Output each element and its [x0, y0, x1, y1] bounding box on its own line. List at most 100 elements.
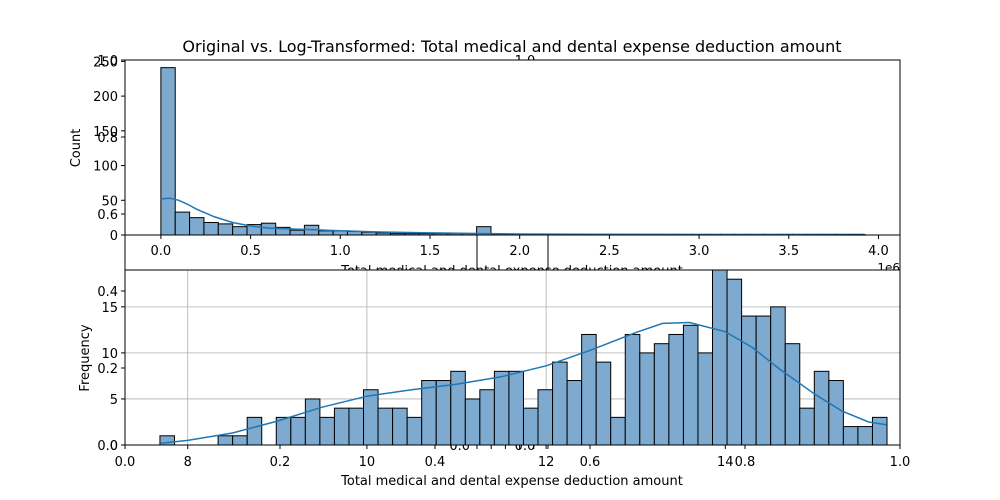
- original-x-tick-label: 1.0: [330, 244, 351, 259]
- background-x-tick-label: 1.0: [890, 455, 911, 470]
- log-histogram-bar: [770, 306, 786, 446]
- log-y-axis-label: Frequency: [78, 324, 93, 391]
- log-x-tick-label: 12: [538, 455, 555, 470]
- original-x-tick-label: 3.5: [778, 244, 799, 259]
- log-histogram-bar: [232, 435, 248, 446]
- log-histogram-bar: [377, 407, 394, 446]
- log-histogram-bar: [566, 380, 583, 446]
- original-histogram-bar: [232, 226, 248, 236]
- log-histogram-bar: [537, 389, 554, 446]
- log-y-tick-label: 5: [110, 393, 118, 408]
- original-y-ticks: 0 50 100 150 200 250: [93, 55, 125, 244]
- background-y-tick-label: 0.4: [97, 285, 118, 300]
- log-x-ticks: 8 10 12 14: [184, 445, 734, 470]
- log-histogram-bar: [755, 315, 772, 446]
- figure-title: Original vs. Log-Transformed: Total medi…: [182, 37, 841, 56]
- log-y-ticks: 0 5 10 15: [101, 301, 125, 454]
- original-histogram-bar: [260, 222, 277, 236]
- background-x-tick-label: 0.8: [735, 455, 756, 470]
- log-histogram-bar: [406, 416, 423, 446]
- background-x-tick-label: 0.4: [425, 455, 446, 470]
- log-histogram-bar: [741, 315, 757, 446]
- log-histogram-bar: [784, 343, 801, 446]
- log-histogram-bar: [682, 324, 699, 446]
- log-histogram-bar: [464, 398, 481, 446]
- original-y-tick-label: 150: [93, 125, 118, 140]
- original-histogram-bar: [217, 223, 234, 236]
- log-x-tick-label: 8: [184, 455, 192, 470]
- log-kde-line: [160, 321, 887, 444]
- original-x-tick-label: 2.0: [509, 244, 530, 259]
- log-histogram-bar: [552, 361, 568, 446]
- original-histogram-bar: [318, 230, 334, 236]
- log-histogram-bar: [624, 333, 641, 446]
- log-histogram-bar: [871, 416, 888, 446]
- original-x-tick-label: 3.0: [689, 244, 710, 259]
- log-histogram-bar: [363, 389, 379, 446]
- background-y-tick-label: 0.8: [97, 131, 118, 146]
- log-histogram-bar: [508, 370, 524, 446]
- original-y-tick-label: 200: [93, 90, 118, 105]
- original-histogram-bar: [160, 67, 176, 236]
- original-histogram-bar: [203, 222, 219, 236]
- log-histogram-panel: 8 10 12 14 0 5 10 15 Frequency Total medical a…: [78, 269, 901, 489]
- background-x-ticks: 0.0 0.2 0.4 0.6 0.8 1.0: [115, 445, 911, 470]
- log-histogram-bar: [610, 416, 626, 446]
- original-y-tick-label: 50: [101, 194, 118, 209]
- log-histogram-bar: [697, 352, 714, 446]
- log-histogram-bar: [842, 426, 859, 446]
- original-y-tick-label: 0: [110, 229, 118, 244]
- log-x-tick-label: 14: [717, 455, 734, 470]
- log-histogram-bar: [726, 278, 743, 446]
- background-y-tick-label: 0.2: [97, 362, 118, 377]
- log-y-tick-label: 10: [101, 347, 118, 362]
- original-histogram-bar: [174, 211, 191, 236]
- log-histogram-bar: [813, 370, 830, 446]
- original-x-tick-label: 1.5: [420, 244, 441, 259]
- original-y-tick-label: 250: [93, 55, 118, 70]
- log-y-tick-label: 0: [110, 439, 118, 454]
- log-histogram-bar: [828, 380, 844, 446]
- original-histogram-bar: [189, 217, 205, 236]
- log-histogram-bar: [319, 416, 335, 446]
- log-histogram-bar: [479, 389, 495, 446]
- background-x-tick-label: 0.0: [115, 455, 136, 470]
- log-histogram-bars: [159, 269, 888, 446]
- original-x-tick-label: 4.0: [868, 244, 889, 259]
- original-histogram-panel: 0.0 0.5 1.0 1.5 2.0 2.5 3.0 3.5 4.0 0 50 100 150 200…: [69, 55, 901, 275]
- background-empty-axes: 0.0 0.2 0.4 0.6 0.8 1.0 0.0 0.2 0.4 0.6 0.8 1.0: [97, 54, 910, 470]
- log-histogram-bar: [348, 407, 365, 446]
- background-x-tick-label: 0.2: [270, 455, 291, 470]
- background-y-tick-label: 0.6: [97, 208, 118, 223]
- log-histogram-bar: [333, 407, 350, 446]
- log-x-tick-label: 10: [359, 455, 376, 470]
- log-histogram-bar: [421, 380, 437, 446]
- log-histogram-bar: [493, 370, 510, 446]
- log-histogram-bar: [799, 407, 815, 446]
- log-histogram-bar: [595, 361, 612, 446]
- log-histogram-bar: [304, 398, 321, 446]
- log-histogram-bar: [712, 269, 728, 446]
- original-x-ticks: 0.0 0.5 1.0 1.5 2.0 2.5 3.0 3.5 4.0: [151, 235, 889, 259]
- log-histogram-bar: [246, 416, 263, 446]
- log-histogram-bar: [522, 407, 539, 446]
- log-histogram-bar: [435, 380, 452, 446]
- original-histogram-bar: [289, 229, 305, 236]
- log-histogram-bar: [290, 416, 306, 446]
- background-y-tick-label: 0.0: [97, 439, 118, 454]
- log-histogram-bar: [639, 352, 655, 446]
- original-x-tick-label: 2.5: [599, 244, 620, 259]
- log-histogram-bar: [668, 333, 684, 446]
- log-y-tick-label: 15: [101, 301, 118, 316]
- log-histogram-bar: [217, 435, 234, 446]
- original-y-tick-label: 100: [93, 160, 118, 175]
- original-y-axis-label: Count: [69, 129, 84, 168]
- original-x-tick-label: 0.0: [151, 244, 172, 259]
- log-histogram-bar: [653, 343, 670, 446]
- background-y-ticks: 0.0 0.2 0.4 0.6 0.8 1.0: [97, 54, 125, 454]
- original-x-tick-label: 0.5: [240, 244, 261, 259]
- original-kde-line: [160, 197, 866, 236]
- background-y-tick-label: 1.0: [97, 54, 118, 69]
- log-histogram-bar: [857, 426, 873, 446]
